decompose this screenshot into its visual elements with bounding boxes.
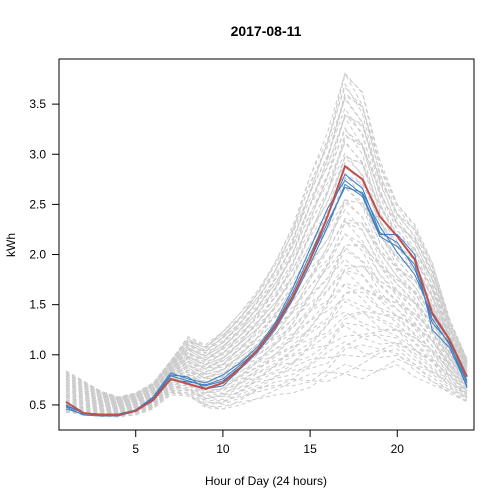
background-series-line (65, 287, 468, 412)
x-axis-label: Hour of Day (24 hours) (205, 474, 327, 488)
highlight-series-line (65, 164, 468, 416)
background-series-line (65, 107, 468, 401)
y-tick-label: 2.0 (29, 248, 46, 262)
x-tick-label: 10 (216, 442, 230, 456)
y-tick-label: 3.5 (29, 97, 46, 111)
y-axis-label: kWh (4, 233, 18, 257)
background-series-line (65, 72, 468, 399)
background-series-line (65, 342, 468, 416)
background-series-line (65, 291, 468, 412)
background-series-line (65, 82, 468, 399)
plot-frame (58, 58, 475, 431)
x-tick-label: 5 (132, 442, 139, 456)
background-series-line (65, 161, 468, 405)
background-series-line (65, 270, 468, 412)
y-tick-label: 2.5 (29, 197, 46, 211)
y-axis: 0.5 1.0 1.5 2.0 2.5 3.0 3.5 (29, 97, 59, 412)
background-series-line (65, 97, 468, 400)
background-series-line (65, 155, 468, 403)
x-tick-label: 20 (391, 442, 405, 456)
background-series-line (65, 363, 468, 417)
background-series-line (65, 176, 468, 405)
background-series-line (65, 312, 468, 413)
highlight-series-group (65, 164, 468, 416)
background-series-line (65, 322, 468, 414)
background-series-line (65, 329, 468, 415)
y-tick-label: 0.5 (29, 398, 46, 412)
background-series-line (65, 249, 468, 410)
background-series-line (65, 348, 468, 417)
background-series-line (65, 325, 468, 415)
background-series-line (65, 136, 468, 402)
background-series-line (65, 86, 468, 399)
background-series-line (65, 358, 468, 418)
background-series-line (65, 311, 468, 414)
background-series-line (65, 185, 468, 406)
y-tick-label: 1.0 (29, 348, 46, 362)
background-series-line (65, 283, 468, 412)
background-series-line (65, 172, 468, 405)
background-series-line (65, 156, 468, 403)
background-series-line (65, 133, 468, 402)
background-series-line (65, 172, 468, 404)
background-series-line (65, 269, 468, 411)
background-series-line (65, 116, 468, 402)
background-series-line (65, 341, 468, 416)
chart-title: 2017-08-11 (231, 23, 302, 39)
background-series-line (65, 258, 468, 411)
background-series-group (65, 72, 468, 418)
background-series-line (65, 334, 468, 415)
background-series-line (65, 199, 468, 406)
y-tick-label: 1.5 (29, 298, 46, 312)
x-axis: 5 10 15 20 (132, 430, 404, 456)
background-series-line (65, 219, 468, 408)
background-series-line (65, 156, 468, 404)
x-tick-label: 15 (303, 442, 317, 456)
y-tick-label: 3.0 (29, 147, 46, 161)
background-series-line (65, 73, 468, 398)
background-series-line (65, 344, 468, 416)
background-series-line (65, 198, 468, 407)
